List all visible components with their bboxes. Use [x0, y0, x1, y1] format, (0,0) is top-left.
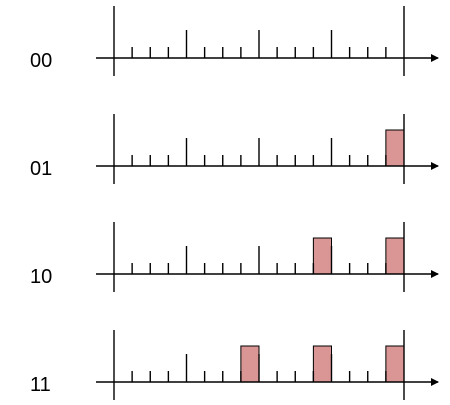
- row-label: 10: [30, 266, 52, 288]
- pulse: [385, 237, 405, 275]
- timeline-row: 10: [30, 222, 439, 292]
- timeline-row: 00: [30, 6, 439, 76]
- row-label: 11: [30, 374, 51, 396]
- pulse: [240, 345, 260, 383]
- pulse: [312, 345, 332, 383]
- timeline-row: 01: [30, 114, 439, 184]
- row-label: 00: [30, 50, 52, 72]
- row-label: 01: [30, 158, 52, 180]
- pulse: [385, 129, 405, 167]
- timeline-row: 11: [30, 330, 439, 400]
- pulse: [385, 345, 405, 383]
- pulse: [312, 237, 332, 275]
